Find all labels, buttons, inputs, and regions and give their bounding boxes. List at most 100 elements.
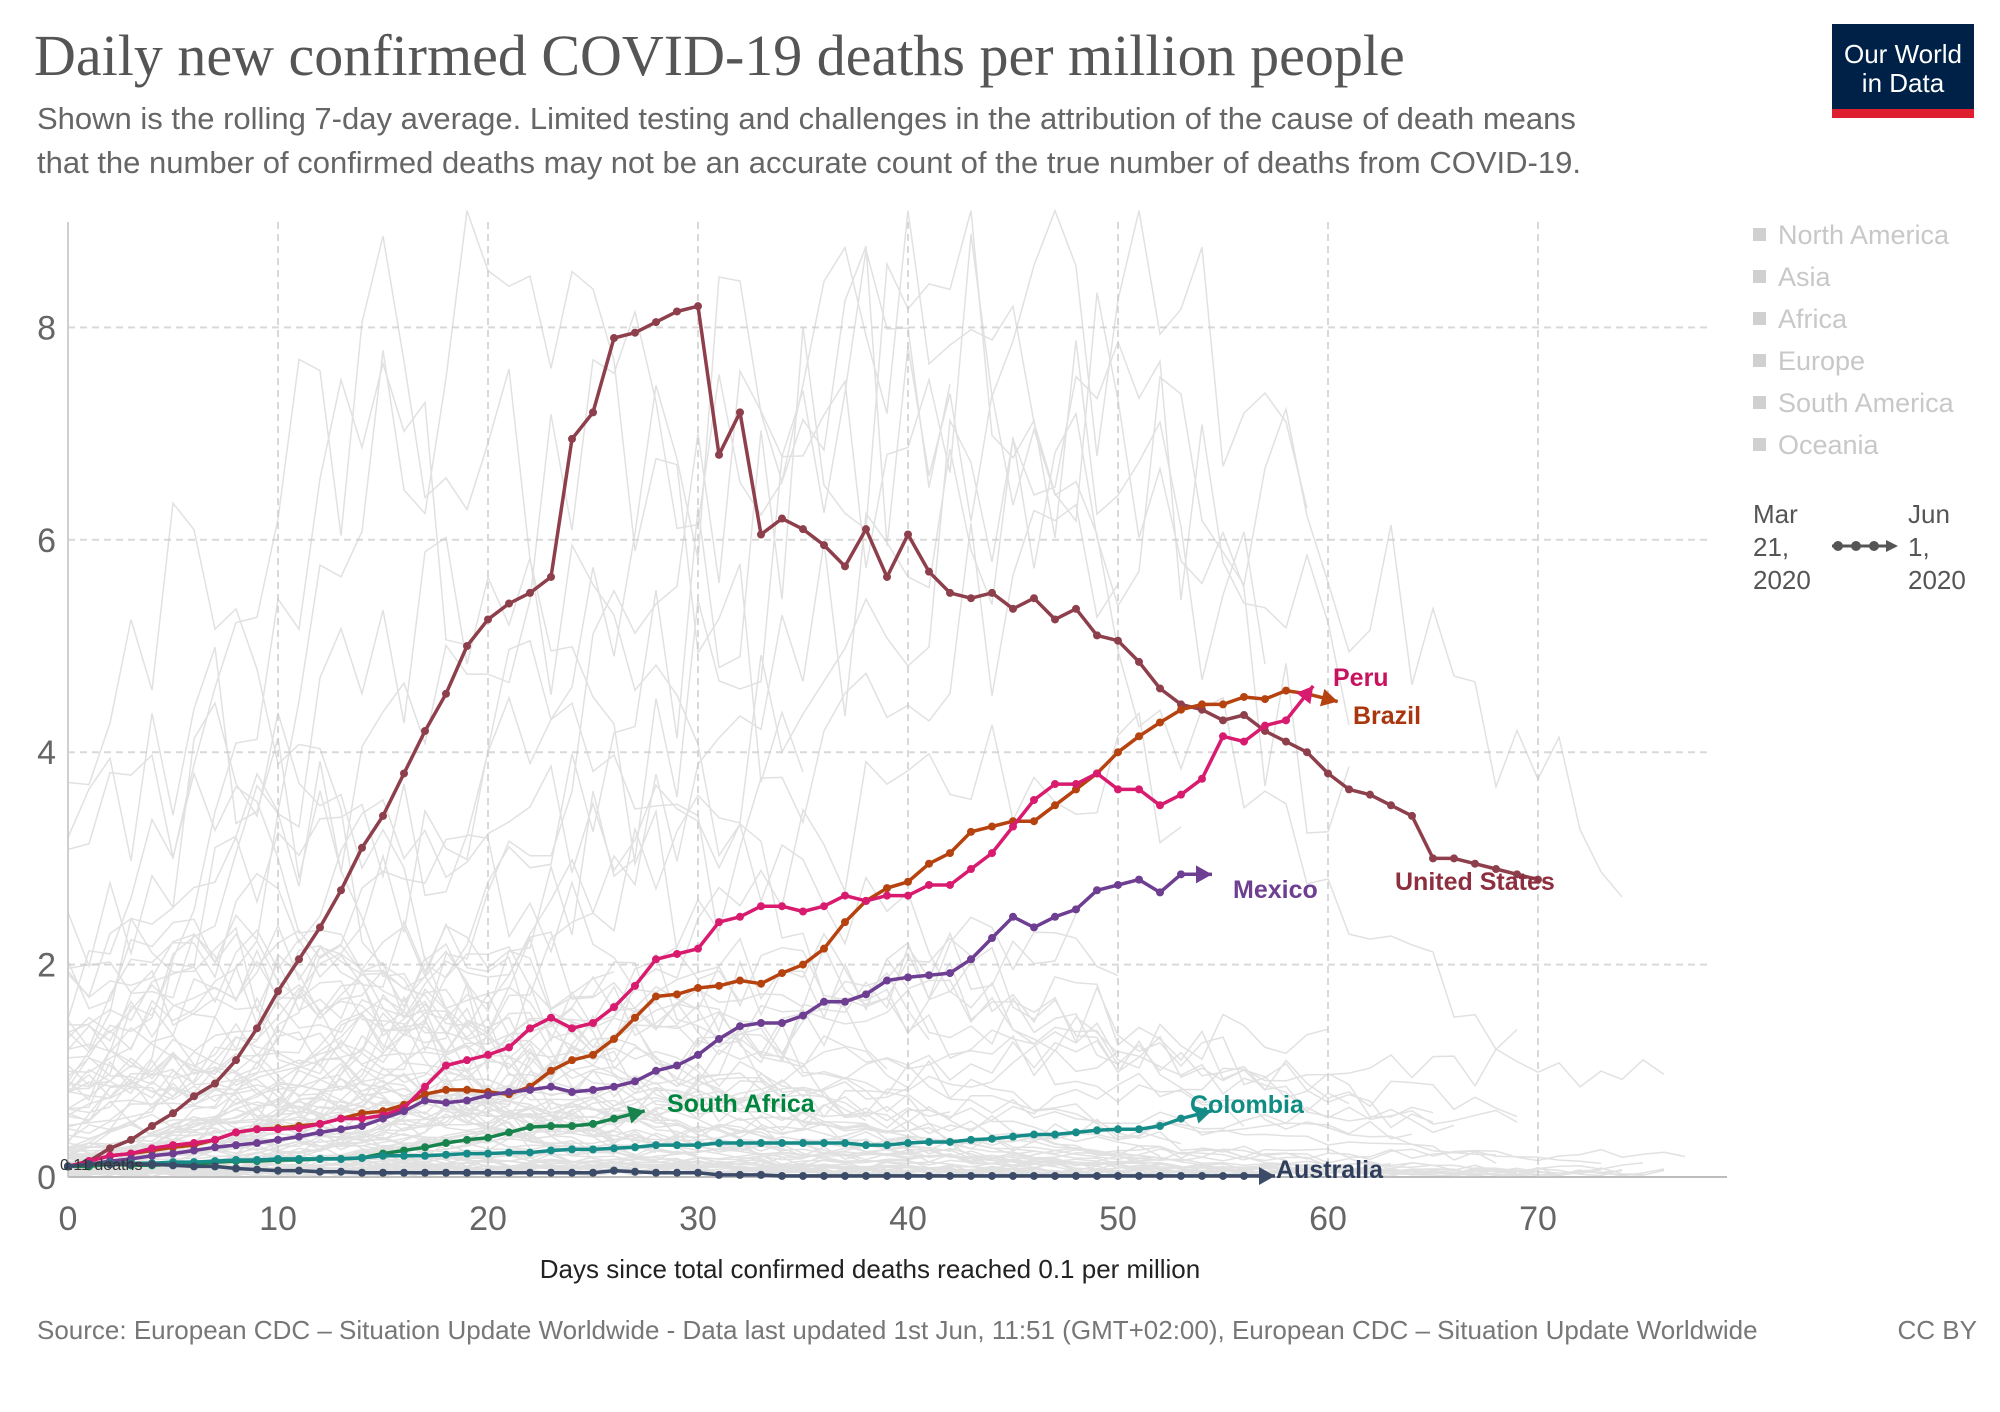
- legend-item-oceania[interactable]: Oceania: [1753, 430, 1879, 461]
- data-point: [736, 408, 744, 417]
- data-point: [295, 1166, 303, 1175]
- background-line: [67, 701, 489, 1073]
- data-point: [589, 1050, 597, 1059]
- data-point: [442, 1168, 450, 1177]
- background-line: [67, 784, 1182, 1170]
- data-point: [694, 944, 702, 953]
- data-point: [1072, 1171, 1080, 1180]
- data-point: [862, 525, 870, 534]
- data-point: [1051, 912, 1059, 921]
- x-tick-label: 60: [1309, 1200, 1347, 1238]
- legend-item-africa[interactable]: Africa: [1753, 304, 1847, 335]
- data-point: [862, 1141, 870, 1150]
- data-point: [883, 1141, 891, 1150]
- data-point: [673, 307, 681, 316]
- data-point: [1093, 769, 1101, 778]
- series-arrow-head: [1296, 685, 1314, 705]
- data-point: [1051, 1171, 1059, 1180]
- data-point: [778, 514, 786, 523]
- data-point: [757, 530, 765, 539]
- legend-item-asia[interactable]: Asia: [1753, 262, 1831, 293]
- data-point: [463, 1056, 471, 1065]
- data-point: [967, 1135, 975, 1144]
- data-point: [589, 1085, 597, 1094]
- timeline-end-label[interactable]: Jun 1, 2020: [1908, 499, 1966, 595]
- data-point: [736, 976, 744, 985]
- data-point: [1009, 912, 1017, 921]
- data-point: [526, 588, 534, 597]
- data-point: [1345, 785, 1353, 794]
- data-point: [337, 1167, 345, 1176]
- data-point: [316, 1128, 324, 1137]
- logo-line-1: Our World: [1844, 39, 1962, 69]
- data-point: [610, 1144, 618, 1153]
- data-point: [547, 1168, 555, 1177]
- data-point: [589, 1119, 597, 1128]
- data-point: [379, 1114, 387, 1123]
- timeline-start-label[interactable]: Mar 21, 2020: [1753, 499, 1811, 595]
- data-point: [463, 1149, 471, 1158]
- data-point: [925, 1171, 933, 1180]
- data-point: [1030, 923, 1038, 932]
- data-point: [568, 1168, 576, 1177]
- data-point: [1030, 795, 1038, 804]
- data-point: [610, 1166, 618, 1175]
- background-line: [67, 753, 951, 1174]
- series-arrow-head: [1196, 865, 1212, 884]
- data-point: [673, 949, 681, 958]
- data-point: [484, 1149, 492, 1158]
- data-point: [505, 1148, 513, 1157]
- data-point: [1114, 880, 1122, 889]
- data-point: [421, 726, 429, 735]
- data-point: [778, 902, 786, 911]
- data-point: [211, 1079, 219, 1088]
- legend-swatch: [1753, 354, 1766, 367]
- legend-item-europe[interactable]: Europe: [1753, 346, 1865, 377]
- legend-item-north-america[interactable]: North America: [1753, 220, 1949, 251]
- data-point: [1219, 732, 1227, 741]
- y-tick-label: 4: [37, 734, 56, 772]
- timeline-slider: [1832, 540, 1898, 552]
- data-point: [610, 1034, 618, 1043]
- data-point: [148, 1160, 156, 1169]
- data-point: [358, 1114, 366, 1123]
- license-link[interactable]: CC BY: [1897, 1315, 1977, 1345]
- data-point: [820, 1139, 828, 1148]
- data-point: [925, 859, 933, 868]
- data-point: [505, 1088, 513, 1097]
- data-point: [610, 1114, 618, 1123]
- background-line: [67, 763, 1497, 1164]
- data-point: [463, 1085, 471, 1094]
- data-point: [1177, 1114, 1185, 1123]
- data-point: [1072, 905, 1080, 914]
- data-point: [274, 1125, 282, 1134]
- data-point: [169, 1109, 177, 1118]
- data-point: [505, 599, 513, 608]
- data-point: [736, 912, 744, 921]
- data-point: [967, 955, 975, 964]
- data-point: [358, 843, 366, 852]
- data-point: [337, 1114, 345, 1123]
- data-point: [421, 1096, 429, 1105]
- data-point: [253, 1125, 261, 1134]
- series-peru: Peru: [64, 664, 1389, 1171]
- data-point: [400, 769, 408, 778]
- data-point: [631, 1077, 639, 1086]
- background-line: [67, 1138, 1623, 1177]
- owid-logo[interactable]: Our World in Data: [1832, 24, 1974, 118]
- data-point: [232, 1056, 240, 1065]
- data-point: [946, 1171, 954, 1180]
- data-point: [1093, 1171, 1101, 1180]
- data-point: [715, 918, 723, 927]
- data-point: [1240, 711, 1248, 720]
- legend-item-south-america[interactable]: South America: [1753, 388, 1954, 419]
- data-point: [778, 1171, 786, 1180]
- data-point: [631, 1013, 639, 1022]
- data-point: [946, 880, 954, 889]
- data-point: [694, 983, 702, 992]
- data-point: [715, 1170, 723, 1179]
- data-point: [421, 1143, 429, 1152]
- data-point: [190, 1139, 198, 1148]
- data-point: [253, 1156, 261, 1165]
